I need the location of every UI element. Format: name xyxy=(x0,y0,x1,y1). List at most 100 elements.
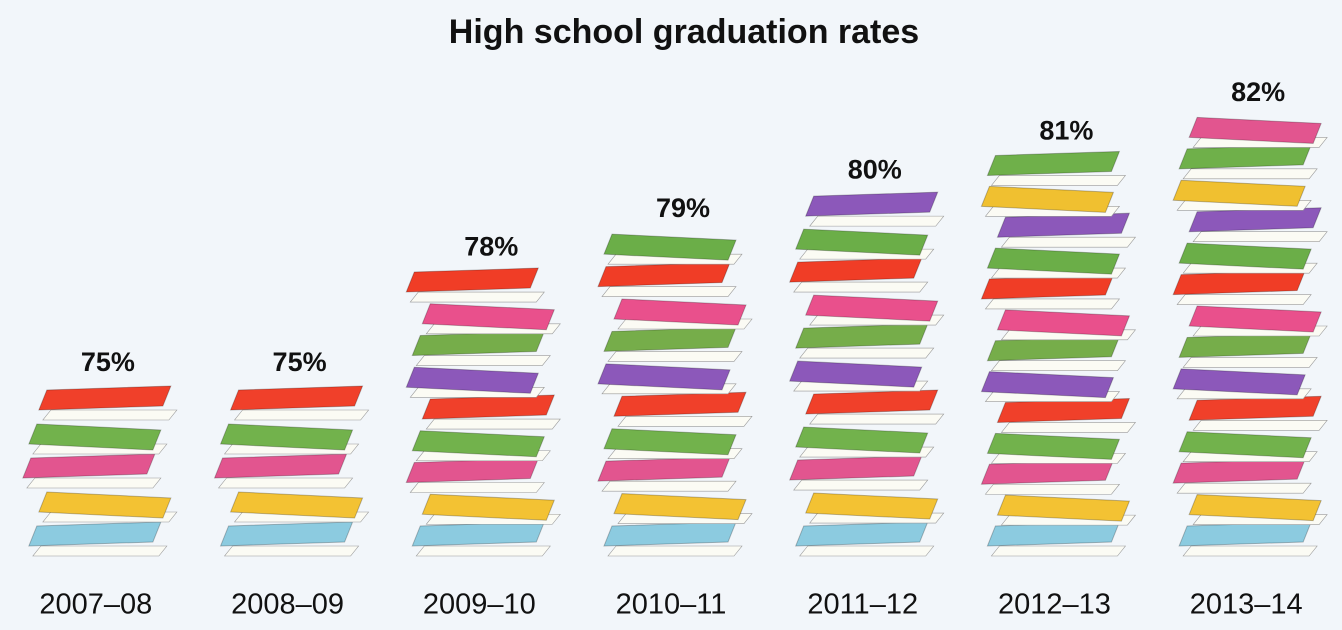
book-pages xyxy=(233,409,370,421)
book-cover xyxy=(405,366,540,394)
book-pages xyxy=(990,545,1127,557)
value-label: 75% xyxy=(81,347,135,377)
book-cover xyxy=(219,521,354,547)
book-cover xyxy=(1172,179,1306,207)
book-cover xyxy=(22,453,156,479)
book-cover xyxy=(986,521,1121,547)
book-cover xyxy=(794,521,929,547)
book-pages xyxy=(1182,168,1318,180)
book-pages xyxy=(617,415,753,427)
book-cover xyxy=(411,330,546,357)
book-pages xyxy=(793,479,929,491)
book-pages xyxy=(415,355,551,366)
chart-title: High school graduation rates xyxy=(449,13,919,51)
book-pages xyxy=(217,477,354,489)
book-cover xyxy=(980,459,1115,485)
book-pages xyxy=(1000,236,1137,248)
book-cover xyxy=(980,274,1115,300)
book-stack xyxy=(1172,116,1328,557)
book-cover xyxy=(1188,395,1322,421)
book-cover xyxy=(1178,242,1312,270)
book-cover xyxy=(613,391,747,417)
book-cover xyxy=(421,394,556,420)
book-cover xyxy=(1178,144,1312,170)
book-cover xyxy=(1188,305,1322,333)
book-pages xyxy=(32,545,168,557)
book-cover xyxy=(996,212,1131,238)
book-cover xyxy=(213,453,348,479)
book-cover xyxy=(986,336,1121,362)
x-tick-label: 2010–11 xyxy=(616,589,727,621)
book-pages xyxy=(1000,422,1137,433)
book-pages xyxy=(799,347,935,359)
x-tick-label: 2009–10 xyxy=(423,589,536,621)
x-tick-label: 2012–13 xyxy=(998,589,1111,621)
book-cover xyxy=(804,492,939,520)
value-label: 79% xyxy=(656,193,710,223)
book-pages xyxy=(601,286,737,297)
value-label: 80% xyxy=(848,154,902,184)
book-cover xyxy=(794,228,929,256)
book-cover xyxy=(411,521,546,547)
book-cover xyxy=(597,363,731,391)
book-pages xyxy=(1182,357,1318,368)
book-pages xyxy=(1176,482,1312,494)
book-cover xyxy=(788,257,923,283)
book-cover xyxy=(986,150,1121,176)
book-cover xyxy=(788,360,923,388)
value-label: 82% xyxy=(1231,77,1285,107)
book-cover xyxy=(804,294,939,322)
book-pages xyxy=(409,291,545,303)
book-pages xyxy=(1182,545,1318,557)
book-cover xyxy=(603,428,737,456)
book-cover xyxy=(28,423,162,451)
book-cover xyxy=(1188,207,1322,233)
book-cover xyxy=(597,456,731,482)
book-cover xyxy=(1172,270,1306,296)
value-label: 78% xyxy=(464,231,518,261)
book-cover xyxy=(421,493,556,521)
book-cover xyxy=(1188,494,1322,522)
book-stack xyxy=(213,385,370,557)
value-label: 81% xyxy=(1039,116,1093,146)
book-pages xyxy=(799,545,935,557)
book-cover xyxy=(1178,332,1312,358)
book-cover xyxy=(603,233,737,261)
book-pages xyxy=(990,360,1127,372)
book-cover xyxy=(980,371,1115,399)
book-cover xyxy=(788,455,923,481)
book-cover xyxy=(38,491,172,519)
book-cover xyxy=(996,494,1131,522)
book-cover xyxy=(980,185,1115,213)
book-cover xyxy=(996,309,1131,337)
book-pages xyxy=(1192,419,1328,431)
value-label: 75% xyxy=(273,347,327,377)
book-pages xyxy=(1192,231,1328,243)
book-cover xyxy=(986,247,1121,275)
book-pages xyxy=(601,480,737,492)
x-tick-label: 2008–09 xyxy=(231,589,344,621)
book-pages xyxy=(415,545,551,557)
book-cover xyxy=(613,298,747,326)
book-cover xyxy=(996,397,1131,424)
book-cover xyxy=(405,457,540,484)
x-tick-label: 2013–14 xyxy=(1190,589,1303,621)
book-cover xyxy=(421,303,556,331)
book-cover xyxy=(1178,521,1312,547)
book-cover xyxy=(38,385,172,411)
book-pages xyxy=(425,418,561,430)
book-cover xyxy=(1188,116,1322,144)
book-pages xyxy=(809,413,945,425)
book-stack xyxy=(788,191,945,557)
book-cover xyxy=(804,191,939,217)
book-cover xyxy=(219,423,354,451)
book-cover xyxy=(986,432,1121,460)
book-pages xyxy=(984,483,1121,495)
book-cover xyxy=(613,493,747,521)
book-stack xyxy=(597,233,753,557)
x-tick-label: 2011–12 xyxy=(807,589,918,621)
book-cover xyxy=(1172,368,1306,396)
book-cover xyxy=(229,491,364,519)
